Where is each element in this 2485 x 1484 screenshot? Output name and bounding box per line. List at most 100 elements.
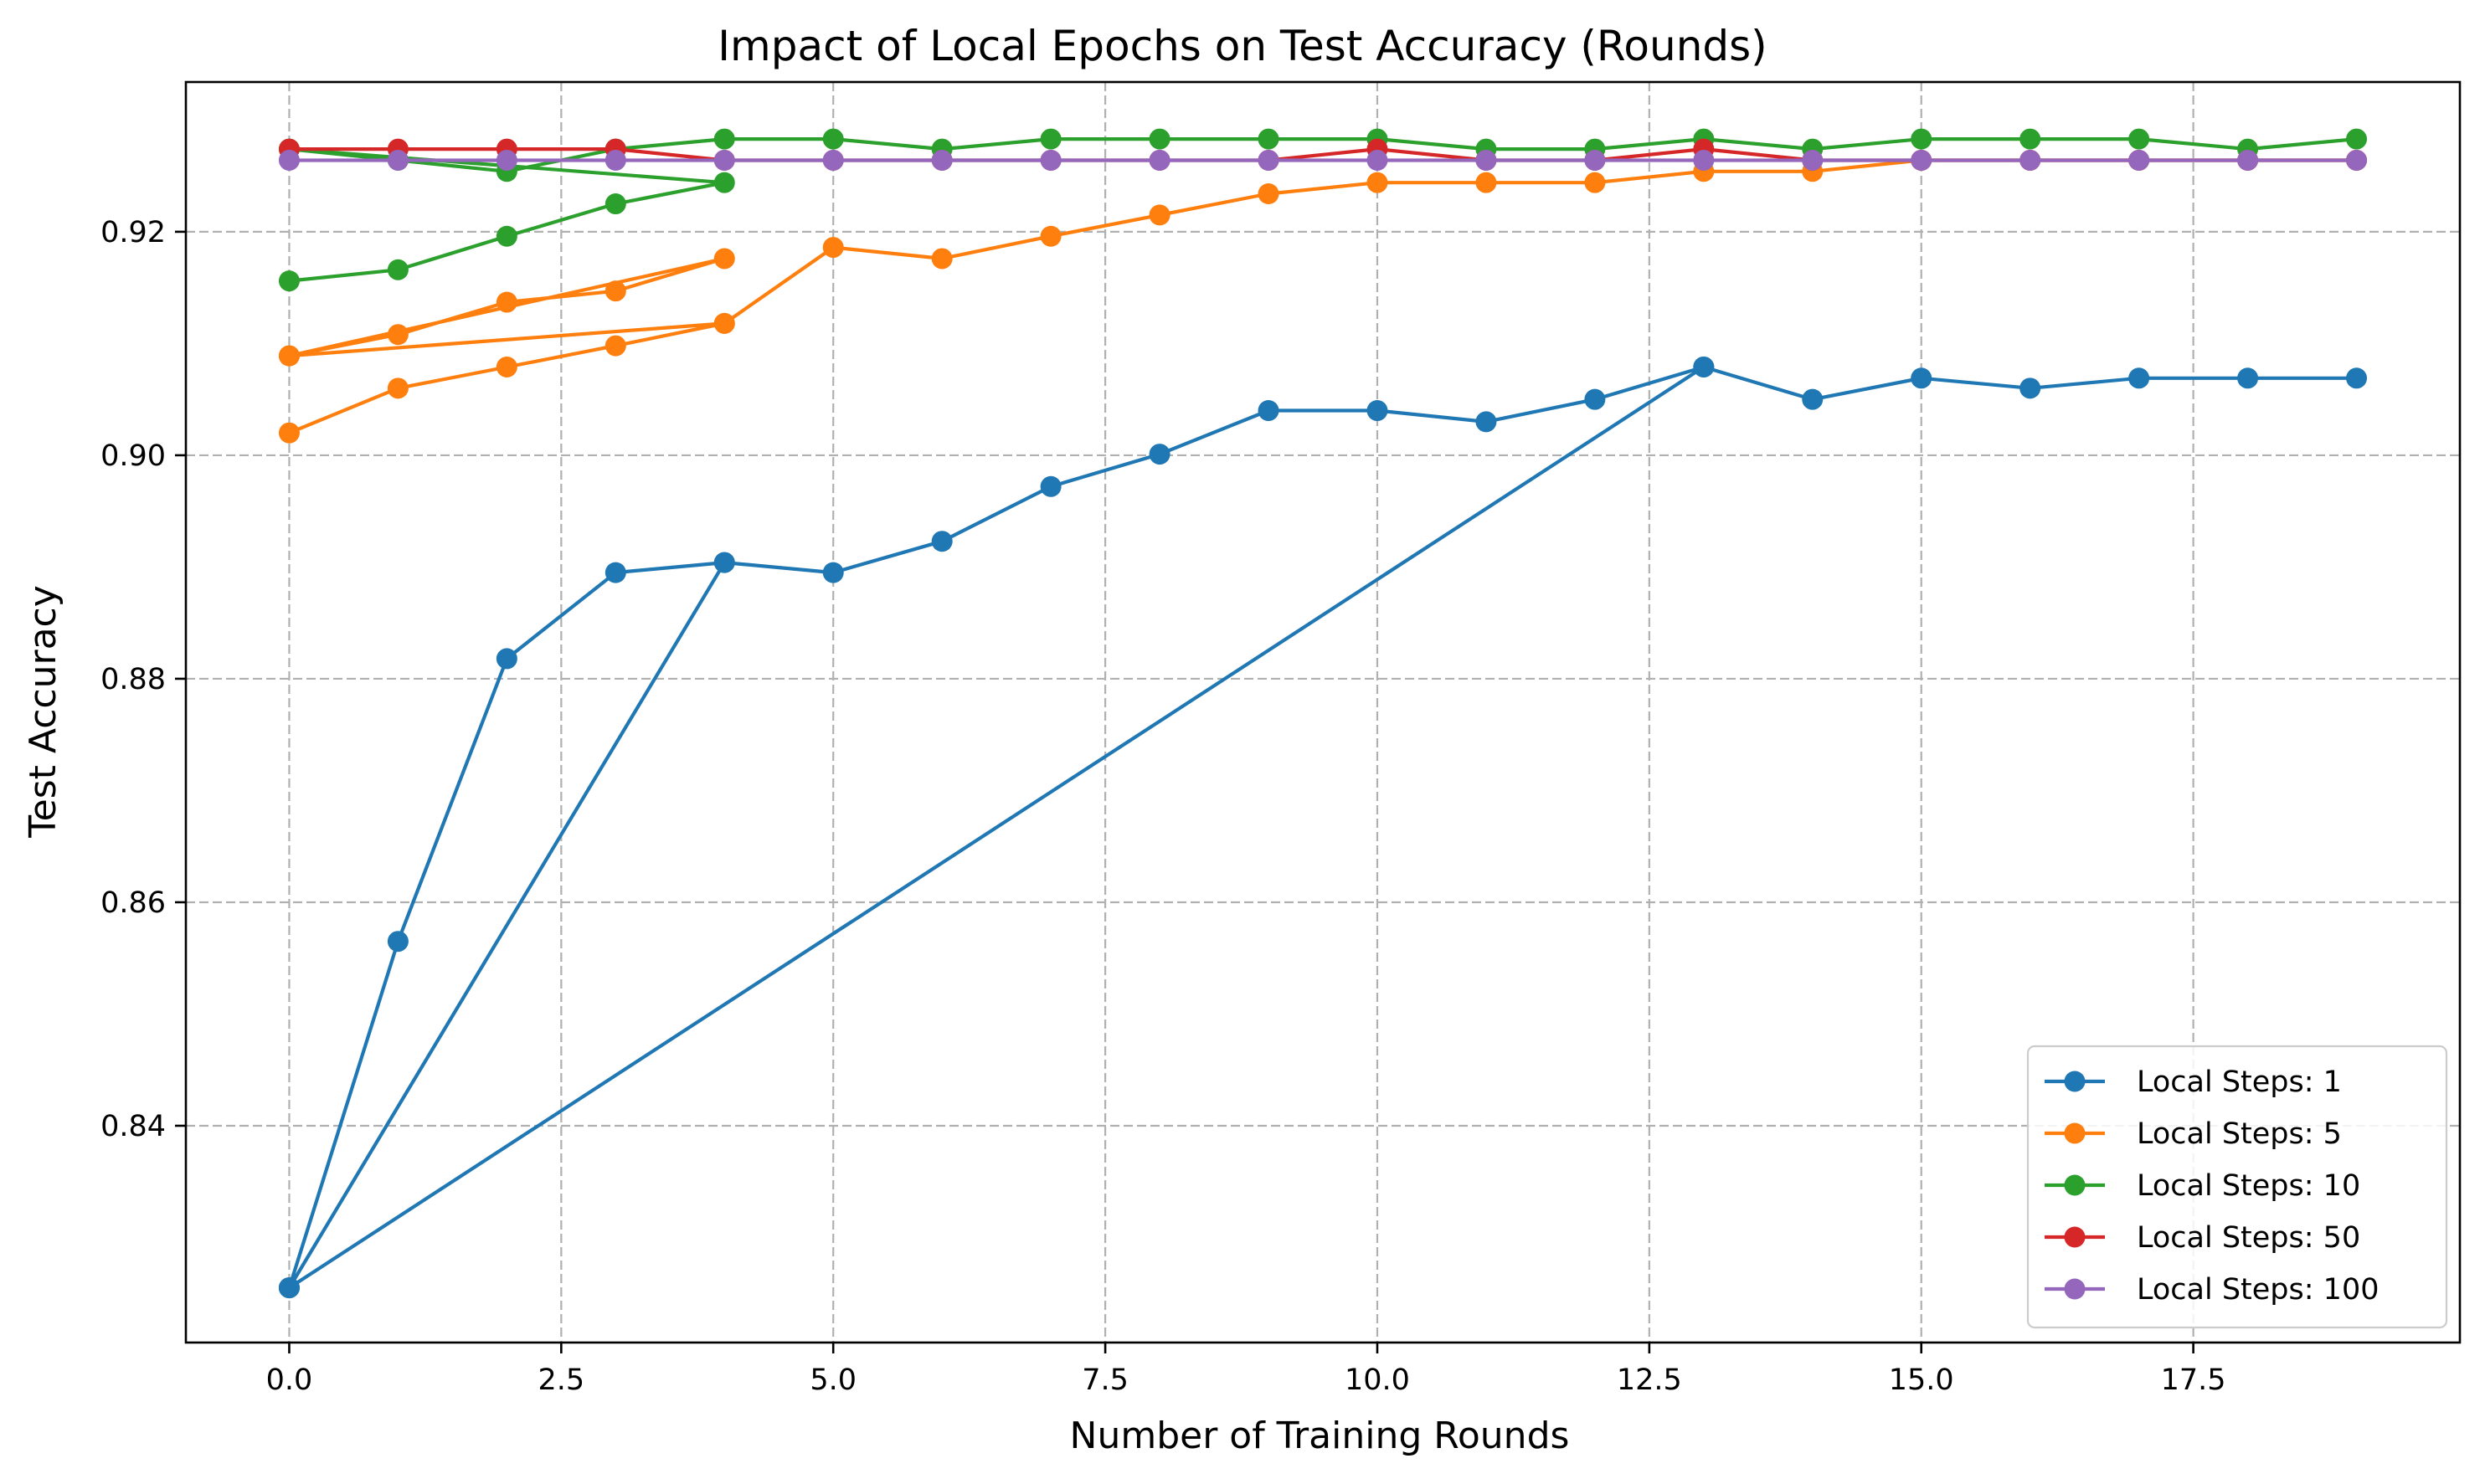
legend-marker [2064, 1122, 2086, 1144]
legend-label: Local Steps: 100 [2137, 1273, 2380, 1307]
data-point [2346, 128, 2368, 150]
data-point [496, 291, 517, 313]
series-line [287, 365, 2359, 1290]
data-point [1911, 367, 1932, 389]
series-3 [278, 128, 2368, 292]
data-point [605, 149, 626, 171]
x-tick-label: 2.5 [538, 1363, 584, 1397]
data-point [1584, 172, 1606, 193]
data-point [1475, 149, 1497, 171]
x-tick-label: 12.5 [1617, 1363, 1682, 1397]
y-tick-label: 0.90 [100, 439, 166, 473]
data-point [605, 335, 626, 357]
y-tick-label: 0.84 [100, 1110, 166, 1143]
data-point [1911, 149, 1932, 171]
data-point [605, 193, 626, 215]
series-1 [278, 356, 2368, 1299]
data-point [713, 172, 735, 193]
legend-label: Local Steps: 10 [2137, 1169, 2360, 1203]
data-point [496, 225, 517, 247]
data-point [1258, 128, 1279, 150]
data-point [387, 149, 409, 171]
data-point [2019, 149, 2041, 171]
legend-label: Local Steps: 1 [2137, 1066, 2342, 1099]
data-point [1149, 149, 1170, 171]
data-point [387, 931, 409, 953]
data-point [822, 128, 844, 150]
data-point [713, 248, 735, 270]
data-point [822, 149, 844, 171]
data-point [278, 345, 300, 367]
data-point [822, 562, 844, 583]
x-tick-label: 10.0 [1345, 1363, 1410, 1397]
data-point [1040, 149, 1062, 171]
data-point [2019, 128, 2041, 150]
x-tick-label: 5.0 [810, 1363, 857, 1397]
legend-label: Local Steps: 50 [2137, 1221, 2360, 1255]
data-point [605, 562, 626, 583]
legend-marker [2064, 1226, 2086, 1248]
data-point [1584, 388, 1606, 410]
legend-marker [2064, 1071, 2086, 1092]
data-point [1584, 149, 1606, 171]
data-point [1258, 183, 1279, 205]
x-axis-label: Number of Training Rounds [1070, 1415, 1570, 1457]
x-tick-label: 17.5 [2161, 1363, 2226, 1397]
grid [186, 82, 2460, 1343]
data-point [931, 149, 953, 171]
data-point [2237, 149, 2259, 171]
data-point [496, 648, 517, 670]
data-point [1149, 444, 1170, 465]
data-point [1366, 172, 1388, 193]
y-axis-label: Test Accuracy [22, 585, 64, 839]
legend-item: Local Steps: 50 [2045, 1221, 2360, 1255]
data-point [278, 270, 300, 292]
data-point [1693, 356, 1715, 377]
legend-label: Local Steps: 5 [2137, 1117, 2342, 1151]
data-point [713, 128, 735, 150]
data-point [2019, 377, 2041, 399]
y-tick-label: 0.92 [100, 216, 166, 249]
legend-marker [2064, 1174, 2086, 1196]
data-point [1475, 172, 1497, 193]
data-point [1911, 128, 1932, 150]
data-point [605, 280, 626, 302]
series-group [278, 128, 2368, 1299]
data-point [1475, 411, 1497, 433]
data-point [387, 377, 409, 399]
chart-title: Impact of Local Epochs on Test Accuracy … [718, 22, 1767, 70]
axes-frame [184, 80, 2462, 1344]
y-tick-label: 0.86 [100, 886, 166, 920]
data-point [1040, 475, 1062, 497]
data-point [2128, 367, 2150, 389]
x-tick-label: 15.0 [1889, 1363, 1954, 1397]
data-point [713, 149, 735, 171]
legend-item: Local Steps: 100 [2045, 1273, 2380, 1307]
data-point [931, 248, 953, 270]
data-point [387, 259, 409, 280]
legend-box [2026, 1045, 2448, 1329]
x-tick-label: 0.0 [266, 1363, 313, 1397]
data-point [2128, 128, 2150, 150]
axis-ticks: 0.0 2.5 5.0 7.5 10.0 12.5 15.0 17.5 0.84 0.86 0.88… [100, 216, 2226, 1397]
data-point [713, 552, 735, 573]
series-5 [278, 149, 2368, 171]
data-point [278, 149, 300, 171]
data-point [1040, 225, 1062, 247]
data-point [1802, 149, 1824, 171]
data-point [496, 356, 517, 377]
data-point [1802, 388, 1824, 410]
data-point [2346, 149, 2368, 171]
legend-marker [2064, 1278, 2086, 1300]
legend: Local Steps: 1 Local Steps: 5 Local Steps:… [2026, 1045, 2448, 1329]
data-point [278, 1277, 300, 1299]
data-point [1149, 204, 1170, 226]
x-tick-label: 7.5 [1082, 1363, 1129, 1397]
data-point [1366, 149, 1388, 171]
data-point [822, 237, 844, 259]
data-point [2346, 367, 2368, 389]
data-point [931, 531, 953, 552]
legend-item: Local Steps: 1 [2045, 1066, 2342, 1099]
